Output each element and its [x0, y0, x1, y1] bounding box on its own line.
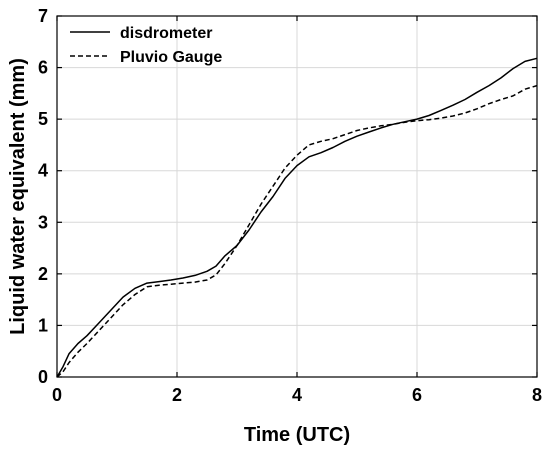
y-tick-labels: 0 1 2 3 4 5 6 7: [38, 6, 48, 387]
y-tick-label: 5: [38, 109, 48, 129]
x-tick-labels: 0 2 4 6 8: [52, 385, 542, 405]
y-tick-label: 3: [38, 212, 48, 232]
legend-label-disdrometer: disdrometer: [120, 25, 212, 42]
y-tick-label: 0: [38, 367, 48, 387]
y-tick-label: 4: [38, 161, 48, 181]
y-axis-label: Liquid water equivalent (mm): [7, 58, 29, 335]
legend: disdrometer Pluvio Gauge: [70, 25, 222, 66]
y-tick-label: 7: [38, 6, 48, 26]
series-line-disdrometer: [56, 57, 538, 378]
y-tick-label: 2: [38, 264, 48, 284]
y-tick-label: 6: [38, 58, 48, 78]
x-tick-label: 8: [532, 385, 542, 405]
legend-label-pluvio-gauge: Pluvio Gauge: [120, 49, 222, 66]
x-tick-label: 2: [172, 385, 182, 405]
axis-ticks: [56, 15, 538, 378]
x-tick-label: 4: [292, 385, 302, 405]
x-tick-label: 6: [412, 385, 422, 405]
series-layer: [56, 57, 538, 378]
series-line-pluvio-gauge: [56, 84, 538, 378]
x-tick-label: 0: [52, 385, 62, 405]
x-axis-label: Time (UTC): [244, 424, 350, 446]
y-tick-label: 1: [38, 315, 48, 335]
grid-lines: [57, 16, 537, 377]
